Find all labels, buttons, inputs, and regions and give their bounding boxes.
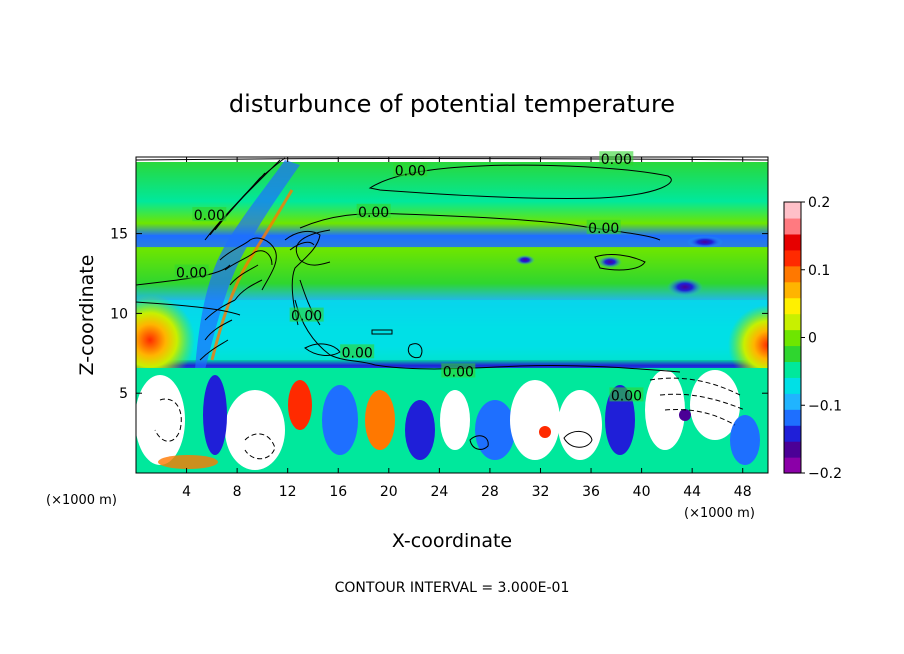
lower-band (136, 300, 768, 360)
colorbar-segment (784, 202, 801, 219)
cold-spot-1 (687, 236, 723, 248)
x-tick-label: 4 (182, 484, 191, 500)
contour-label: 0.00 (601, 152, 632, 168)
y-tick-label: 5 (119, 386, 128, 402)
contour-lines (136, 158, 768, 450)
z-unit-label: (×1000 m) (684, 506, 755, 521)
colorbar-segment (784, 265, 801, 283)
chart-title: disturbunce of potential temperature (229, 90, 675, 118)
colorbar-segment (784, 249, 801, 267)
upper-cold-band (136, 235, 768, 247)
colorbar-segment (784, 297, 801, 315)
colorbar-tick-label: 0.1 (808, 263, 830, 279)
y-axis-label: Z-coordinate (76, 255, 98, 376)
cold-spot-4 (598, 256, 622, 268)
colorbar-segment (784, 281, 801, 299)
colorbar-segment (784, 217, 801, 235)
plot-frame (135, 156, 769, 474)
contour-labels: 0.00 0.00 0.00 0.00 0.00 0.00 0.00 0.00 0.00 0.00 (174, 151, 644, 404)
colorbar-segment (784, 329, 801, 347)
contour-label: 0.00 (395, 163, 426, 179)
cold-spot-2 (667, 278, 703, 296)
x-tick-label: 32 (532, 484, 550, 500)
contour-label-bg (393, 162, 428, 177)
contour-label: 0.00 (176, 266, 207, 282)
contour-label-bg (289, 307, 324, 322)
colorbar-tick-label: 0.2 (808, 195, 830, 211)
contour-label-bg (356, 203, 391, 218)
contour-label: 0.00 (291, 309, 322, 325)
wave-plume-core (210, 189, 294, 361)
colorbar: 0.2 0.1 0 −0.1 −0.2 (783, 195, 842, 482)
contour-label: 0.00 (443, 364, 474, 380)
contour-label-bg (599, 151, 634, 166)
contour-interval: CONTOUR INTERVAL = 3.000E-01 (335, 580, 570, 596)
contour-label: 0.00 (611, 388, 642, 404)
x-tick-label: 20 (380, 484, 398, 500)
cold-spot-3 (515, 255, 535, 265)
contour-label: 0.00 (342, 345, 373, 361)
wave-plume (195, 160, 300, 370)
colorbar-tick-label: 0 (808, 331, 817, 347)
x-tick-label: 44 (683, 484, 701, 500)
y-tick-label: 15 (110, 227, 128, 243)
colorbar-segment (784, 409, 801, 426)
contour-label: 0.00 (194, 208, 225, 224)
top-boundary-band (136, 157, 768, 162)
contour-label-bg (174, 264, 209, 279)
contour-label-bg (192, 207, 227, 222)
x-tick-label: 16 (329, 484, 347, 500)
colorbar-tick-label: −0.1 (808, 398, 842, 414)
x-tick-label: 12 (279, 484, 297, 500)
warm-region-left (136, 295, 195, 385)
colorbar-segment (784, 377, 801, 394)
x-tick-label: 8 (233, 484, 242, 500)
colorbar-tick-label: −0.2 (808, 466, 842, 482)
contour-label: 0.00 (358, 205, 389, 221)
x-axis-label: X-coordinate (392, 530, 512, 552)
x-axis: 4 8 12 16 20 24 28 32 36 40 44 48 (182, 157, 752, 500)
colorbar-segment (784, 361, 801, 378)
x-tick-label: 40 (633, 484, 651, 500)
x-tick-label: 24 (430, 484, 448, 500)
x-tick-label: 28 (481, 484, 499, 500)
warm-region-right (728, 305, 768, 385)
contour-label-bg (340, 344, 375, 359)
colorbar-segment (784, 313, 801, 331)
x-unit-label: (×1000 m) (46, 493, 117, 508)
colorbar-segment (784, 233, 801, 251)
colorbar-segment (784, 425, 801, 442)
plot-area (136, 157, 768, 473)
boundary-layer-eddies (136, 370, 760, 470)
x-tick-label: 36 (582, 484, 600, 500)
colorbar-segment (784, 393, 801, 410)
colorbar-segment (784, 441, 801, 458)
dashed-contours (154, 377, 746, 460)
contour-label-bg (609, 387, 644, 402)
x-tick-label: 48 (734, 484, 752, 500)
y-axis: 5 10 15 (110, 227, 768, 402)
y-tick-label: 10 (110, 306, 128, 322)
colorbar-segment (784, 345, 801, 363)
contour-label-bg (586, 219, 621, 234)
colorbar-segment (784, 457, 801, 474)
contour-label: 0.00 (588, 221, 619, 237)
contour-label-bg (441, 363, 476, 378)
